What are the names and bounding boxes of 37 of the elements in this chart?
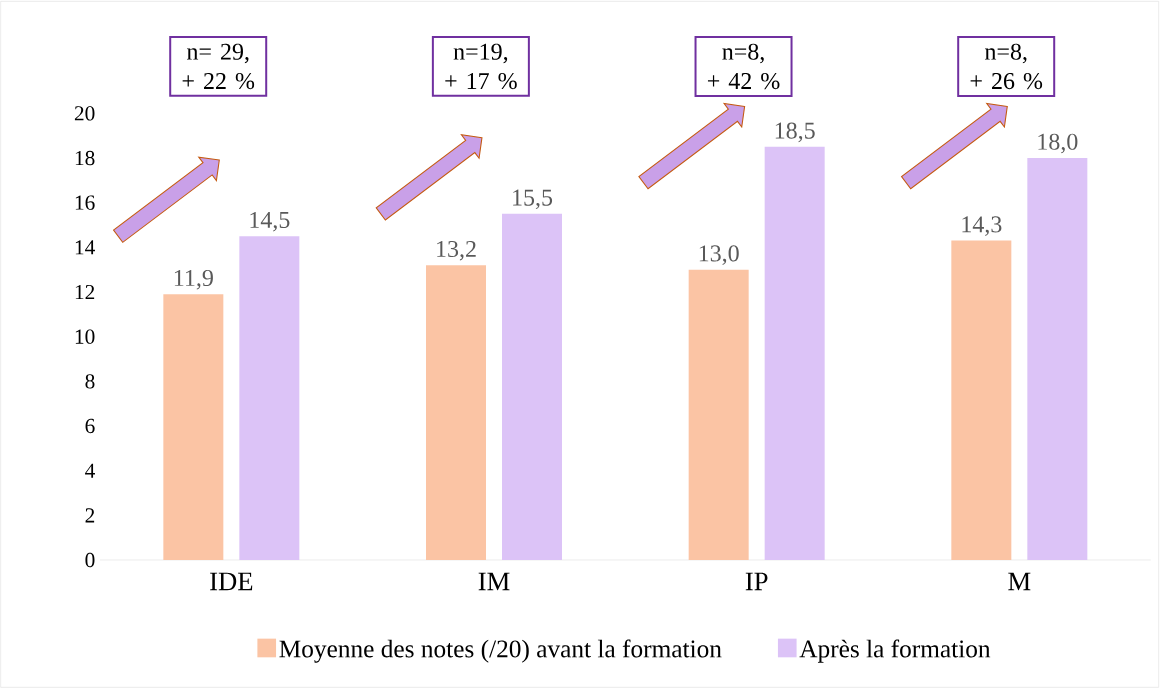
y-tick-label: 8 bbox=[85, 374, 95, 389]
bar bbox=[502, 213, 563, 560]
data-label: 14,5 bbox=[250, 211, 290, 232]
x-tick-label: IP bbox=[745, 572, 768, 591]
x-tick-label: IM bbox=[478, 572, 510, 591]
text: n=8, + 26 % bbox=[970, 43, 1043, 90]
bar bbox=[764, 146, 825, 560]
bar bbox=[163, 294, 224, 560]
y-tick-label: 12 bbox=[75, 284, 95, 300]
bar bbox=[688, 269, 749, 560]
bar bbox=[1027, 157, 1088, 560]
bar bbox=[951, 240, 1012, 560]
text: n=8, + 42 % bbox=[707, 43, 780, 90]
data-label: 14,3 bbox=[962, 216, 1002, 236]
y-tick-label: 2 bbox=[85, 508, 95, 523]
data-label: 15,5 bbox=[513, 189, 553, 210]
data-label: 13,2 bbox=[437, 240, 476, 261]
y-tick-label: 6 bbox=[85, 418, 95, 434]
bar bbox=[426, 265, 486, 560]
legend-label: Moyenne des notes (/20) avant la formation bbox=[279, 639, 722, 663]
y-tick-label: 20 bbox=[74, 106, 95, 121]
legend-label: Après la formation bbox=[799, 639, 991, 663]
x-tick-label: M bbox=[1008, 572, 1031, 591]
y-tick-label: 16 bbox=[75, 195, 95, 210]
data-label: 18,0 bbox=[1038, 133, 1078, 154]
data-label: 13,0 bbox=[699, 245, 739, 265]
data-label: 11,9 bbox=[174, 269, 213, 290]
y-tick-label: 4 bbox=[85, 463, 95, 478]
text: n=19, + 17 % bbox=[445, 43, 517, 90]
y-tick-label: 14 bbox=[75, 240, 95, 255]
data-label: 18,5 bbox=[775, 122, 815, 143]
text: n= 29, + 22 % bbox=[182, 43, 255, 90]
y-tick-label: 0 bbox=[85, 552, 95, 568]
y-tick-label: 10 bbox=[75, 329, 95, 344]
x-tick-label: IDE bbox=[210, 572, 253, 591]
bar bbox=[239, 236, 300, 560]
y-tick-label: 18 bbox=[75, 150, 95, 166]
